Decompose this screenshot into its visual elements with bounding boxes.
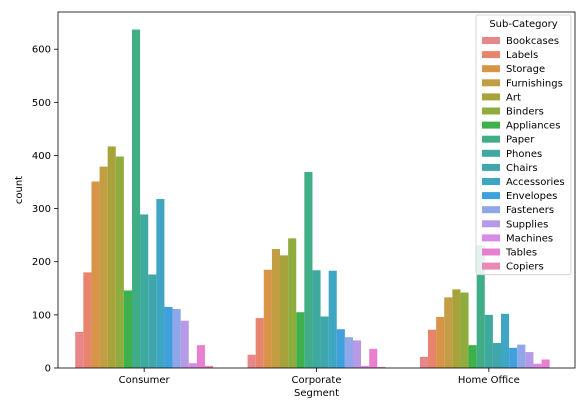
- x-tick-label: Corporate: [292, 375, 342, 386]
- bar-fasteners-home-office: [517, 344, 526, 368]
- bar-chairs-home-office: [492, 343, 501, 368]
- legend-swatch-supplies: [482, 220, 500, 228]
- bar-envelopes-home-office: [509, 347, 518, 368]
- bar-appliances-corporate: [296, 312, 305, 368]
- bar-paper-corporate: [304, 171, 313, 368]
- legend-label-envelopes: Envelopes: [506, 191, 557, 202]
- bar-machines-corporate: [361, 365, 370, 368]
- legend-label-machines: Machines: [506, 233, 553, 244]
- legend-label-fasteners: Fasteners: [506, 205, 554, 216]
- legend-label-phones: Phones: [506, 149, 542, 160]
- bar-chairs-consumer: [148, 274, 157, 368]
- bar-binders-home-office: [460, 292, 469, 368]
- bar-phones-consumer: [140, 214, 149, 368]
- bar-paper-consumer: [132, 29, 141, 369]
- legend-label-storage: Storage: [506, 64, 545, 75]
- legend-label-chairs: Chairs: [506, 163, 538, 174]
- bar-tables-corporate: [369, 348, 378, 368]
- legend-label-supplies: Supplies: [506, 219, 548, 230]
- bar-appliances-consumer: [123, 290, 132, 368]
- bar-phones-corporate: [312, 270, 321, 368]
- bar-accessories-consumer: [156, 199, 165, 368]
- x-tick-label: Consumer: [119, 375, 171, 386]
- legend-swatch-phones: [482, 149, 500, 157]
- bar-furnishings-home-office: [444, 297, 453, 368]
- legend-label-bookcases: Bookcases: [506, 36, 559, 47]
- legend-swatch-appliances: [482, 121, 500, 129]
- legend-label-tables: Tables: [505, 248, 537, 259]
- bar-storage-consumer: [91, 181, 100, 368]
- y-tick-label: 0: [45, 364, 51, 375]
- bar-labels-home-office: [428, 329, 437, 368]
- legend-label-labels: Labels: [506, 50, 538, 61]
- bar-accessories-home-office: [501, 313, 510, 368]
- bar-labels-consumer: [83, 272, 92, 368]
- legend-title: Sub-Category: [489, 19, 557, 30]
- bar-envelopes-consumer: [164, 306, 173, 368]
- bar-supplies-corporate: [352, 340, 362, 368]
- legend-swatch-art: [482, 93, 500, 101]
- bar-furnishings-corporate: [271, 248, 281, 368]
- bar-tables-home-office: [541, 359, 550, 368]
- y-tick-label: 300: [32, 204, 51, 215]
- y-tick-label: 500: [32, 98, 51, 109]
- legend-swatch-chairs: [482, 163, 500, 171]
- legend-swatch-paper: [482, 135, 500, 143]
- y-tick-label: 100: [32, 310, 51, 321]
- bar-copiers-consumer: [204, 365, 214, 368]
- bar-bookcases-consumer: [75, 331, 84, 368]
- y-axis-label: count: [14, 176, 25, 204]
- bar-tables-consumer: [196, 345, 205, 368]
- legend-label-copiers: Copiers: [506, 262, 544, 273]
- legend-label-paper: Paper: [506, 135, 535, 146]
- legend-swatch-storage: [482, 65, 500, 73]
- bar-bookcases-home-office: [419, 356, 429, 368]
- y-tick-label: 400: [32, 151, 51, 162]
- legend-label-appliances: Appliances: [506, 121, 560, 132]
- legend-swatch-copiers: [482, 262, 500, 270]
- bar-bookcases-corporate: [247, 354, 256, 368]
- legend-swatch-accessories: [482, 178, 500, 185]
- legend-swatch-fasteners: [482, 206, 500, 214]
- bar-phones-home-office: [484, 314, 493, 368]
- legend-swatch-machines: [482, 234, 500, 242]
- bar-furnishings-consumer: [99, 166, 108, 368]
- bar-supplies-home-office: [525, 352, 534, 368]
- legend-swatch-tables: [482, 248, 500, 256]
- bar-machines-home-office: [533, 363, 542, 368]
- bar-binders-corporate: [288, 238, 297, 368]
- legend-label-furnishings: Furnishings: [506, 78, 563, 89]
- x-tick-label: Home Office: [458, 375, 520, 386]
- y-tick-label: 600: [32, 45, 51, 56]
- bar-chairs-corporate: [320, 316, 329, 368]
- bar-supplies-consumer: [180, 320, 189, 368]
- legend-swatch-furnishings: [482, 79, 500, 87]
- bar-copiers-corporate: [377, 366, 386, 368]
- y-tick-label: 200: [32, 257, 51, 268]
- bar-binders-consumer: [115, 156, 124, 368]
- bar-fasteners-corporate: [344, 337, 353, 368]
- bar-envelopes-corporate: [336, 329, 345, 368]
- legend-label-binders: Binders: [506, 107, 544, 118]
- bar-fasteners-consumer: [172, 309, 181, 368]
- legend-swatch-binders: [482, 107, 500, 115]
- legend-label-art: Art: [506, 92, 521, 103]
- legend-label-accessories: Accessories: [506, 177, 565, 188]
- bar-appliances-home-office: [468, 345, 477, 368]
- x-axis-label: Segment: [294, 388, 339, 399]
- bar-art-consumer: [107, 146, 116, 368]
- bar-machines-consumer: [188, 363, 197, 368]
- legend-swatch-envelopes: [482, 192, 500, 200]
- bar-accessories-corporate: [328, 270, 337, 368]
- bar-storage-corporate: [263, 269, 272, 368]
- bar-art-corporate: [280, 255, 289, 368]
- bar-labels-corporate: [255, 318, 264, 368]
- legend-swatch-labels: [482, 51, 500, 59]
- legend-swatch-bookcases: [482, 37, 500, 44]
- bar-storage-home-office: [436, 316, 445, 368]
- bar-paper-home-office: [476, 245, 485, 368]
- bar-art-home-office: [452, 289, 461, 368]
